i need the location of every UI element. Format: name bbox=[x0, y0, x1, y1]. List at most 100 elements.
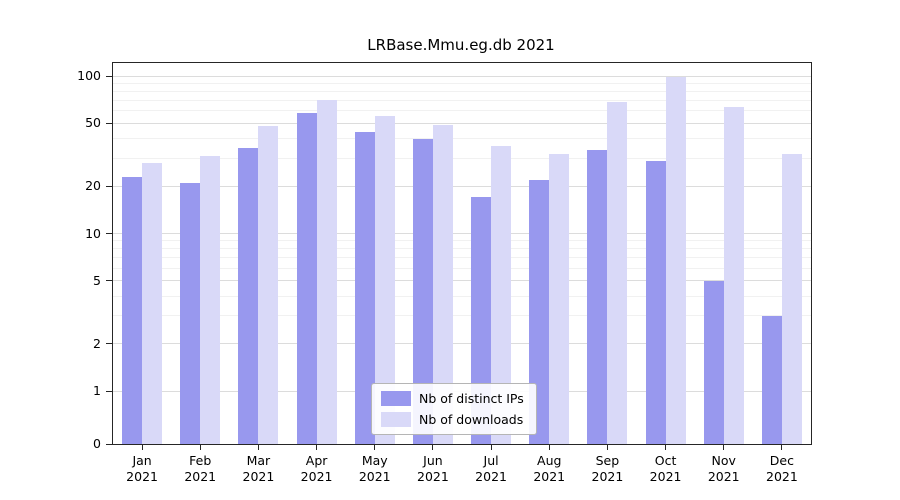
x-tick-month: Aug bbox=[537, 453, 562, 468]
x-tick-label: Dec 2021 bbox=[753, 453, 811, 486]
x-tick-mark bbox=[257, 444, 259, 450]
bar-downloads-nov bbox=[723, 106, 744, 444]
bar-downloads-feb bbox=[200, 156, 221, 444]
major-gridline bbox=[113, 343, 811, 345]
bar-downloads-may bbox=[374, 115, 395, 444]
x-tick-year: 2021 bbox=[242, 469, 275, 485]
chart-title: LRBase.Mmu.eg.db 2021 bbox=[367, 36, 555, 54]
bar-ips-may bbox=[354, 132, 375, 444]
y-tick-mark bbox=[106, 185, 113, 187]
x-tick-year: 2021 bbox=[533, 469, 566, 485]
x-tick-mark bbox=[374, 444, 376, 450]
y-tick-label: 50 bbox=[85, 115, 101, 131]
y-tick-mark bbox=[106, 233, 113, 234]
legend-item: Nb of distinct IPs bbox=[381, 391, 524, 406]
y-tick-label: 100 bbox=[77, 68, 101, 83]
bar-ips-dec bbox=[761, 315, 782, 444]
major-gridline bbox=[113, 75, 811, 77]
x-tick-label: Oct 2021 bbox=[637, 453, 695, 486]
x-tick-month: Mar bbox=[246, 453, 271, 468]
x-tick-month: Sep bbox=[595, 453, 620, 468]
minor-gridline bbox=[113, 248, 811, 250]
minor-gridline bbox=[113, 157, 811, 159]
minor-gridline bbox=[113, 82, 811, 84]
x-tick-label: Aug 2021 bbox=[520, 453, 578, 486]
x-tick-year: 2021 bbox=[417, 469, 449, 485]
y-tick-mark bbox=[106, 443, 113, 445]
x-tick-month: Oct bbox=[654, 453, 677, 468]
bar-downloads-oct bbox=[665, 77, 686, 444]
bar-downloads-dec bbox=[781, 153, 802, 444]
x-tick-label: Apr 2021 bbox=[288, 453, 346, 486]
y-tick-label: 1 bbox=[93, 383, 101, 398]
x-tick-label: Mar 2021 bbox=[229, 453, 287, 486]
x-tick-month: Jun bbox=[423, 453, 443, 468]
x-tick-month: Dec bbox=[769, 453, 794, 468]
y-tick-label: 2 bbox=[93, 335, 101, 351]
x-tick-year: 2021 bbox=[649, 469, 682, 485]
x-tick-year: 2021 bbox=[707, 469, 740, 485]
legend-swatch bbox=[381, 391, 411, 406]
minor-gridline bbox=[113, 315, 811, 317]
bar-downloads-mar bbox=[258, 126, 279, 444]
x-tick-month: May bbox=[361, 453, 388, 468]
minor-gridline bbox=[113, 90, 811, 92]
x-tick-label: Jan 2021 bbox=[113, 453, 171, 486]
y-tick-label: 5 bbox=[93, 272, 101, 288]
bar-ips-apr bbox=[296, 113, 317, 444]
x-tick-label: Jun 2021 bbox=[404, 453, 462, 486]
x-tick-month: Feb bbox=[189, 453, 212, 468]
x-tick-mark bbox=[606, 444, 608, 450]
x-tick-month: Nov bbox=[711, 453, 736, 468]
major-gridline bbox=[113, 233, 811, 234]
x-tick-mark bbox=[141, 444, 143, 450]
bar-ips-oct bbox=[645, 160, 666, 444]
x-tick-month: Jan bbox=[132, 453, 152, 468]
minor-gridline bbox=[113, 295, 811, 297]
major-gridline bbox=[113, 122, 811, 124]
y-tick-mark bbox=[106, 75, 113, 77]
y-tick-mark bbox=[106, 343, 113, 345]
x-tick-year: 2021 bbox=[358, 469, 391, 485]
minor-gridline bbox=[113, 267, 811, 269]
y-tick-mark bbox=[106, 122, 113, 124]
major-gridline bbox=[113, 185, 811, 187]
x-tick-mark bbox=[316, 444, 318, 450]
minor-gridline bbox=[113, 240, 811, 242]
bar-ips-mar bbox=[238, 147, 259, 444]
x-tick-mark bbox=[665, 444, 667, 450]
x-tick-mark bbox=[490, 444, 492, 450]
x-tick-month: Jul bbox=[483, 453, 499, 468]
x-tick-month: Apr bbox=[305, 453, 328, 468]
minor-gridline bbox=[113, 99, 811, 101]
y-tick-label: 0 bbox=[93, 436, 101, 451]
bar-ips-aug bbox=[529, 179, 550, 444]
x-tick-year: 2021 bbox=[591, 469, 624, 485]
x-tick-mark bbox=[781, 444, 783, 450]
x-tick-mark bbox=[199, 444, 201, 450]
major-gridline bbox=[113, 280, 811, 282]
x-tick-mark bbox=[723, 444, 725, 450]
x-tick-mark bbox=[432, 444, 434, 450]
legend-label: Nb of downloads bbox=[419, 412, 524, 427]
x-tick-label: Jul 2021 bbox=[462, 453, 520, 486]
bar-ips-jun bbox=[412, 138, 433, 444]
bar-ips-jan bbox=[122, 176, 143, 444]
x-tick-mark bbox=[548, 444, 550, 450]
x-tick-year: 2021 bbox=[300, 469, 333, 485]
bar-downloads-apr bbox=[316, 100, 337, 444]
plot-area: Nb of distinct IPs Nb of downloads 0 1 2 5 10… bbox=[77, 62, 812, 484]
x-tick-label: May 2021 bbox=[346, 453, 404, 486]
bar-ips-sep bbox=[587, 149, 608, 444]
bar-downloads-jul bbox=[491, 145, 512, 444]
x-tick-year: 2021 bbox=[126, 469, 158, 485]
x-tick-label: Sep 2021 bbox=[578, 453, 636, 486]
minor-gridline bbox=[113, 138, 811, 140]
bar-downloads-jun bbox=[432, 124, 453, 444]
y-tick-label: 10 bbox=[85, 225, 101, 241]
bar-ips-nov bbox=[703, 280, 724, 444]
x-tick-year: 2021 bbox=[766, 469, 798, 485]
legend-swatch bbox=[381, 412, 411, 427]
minor-gridline bbox=[113, 257, 811, 259]
